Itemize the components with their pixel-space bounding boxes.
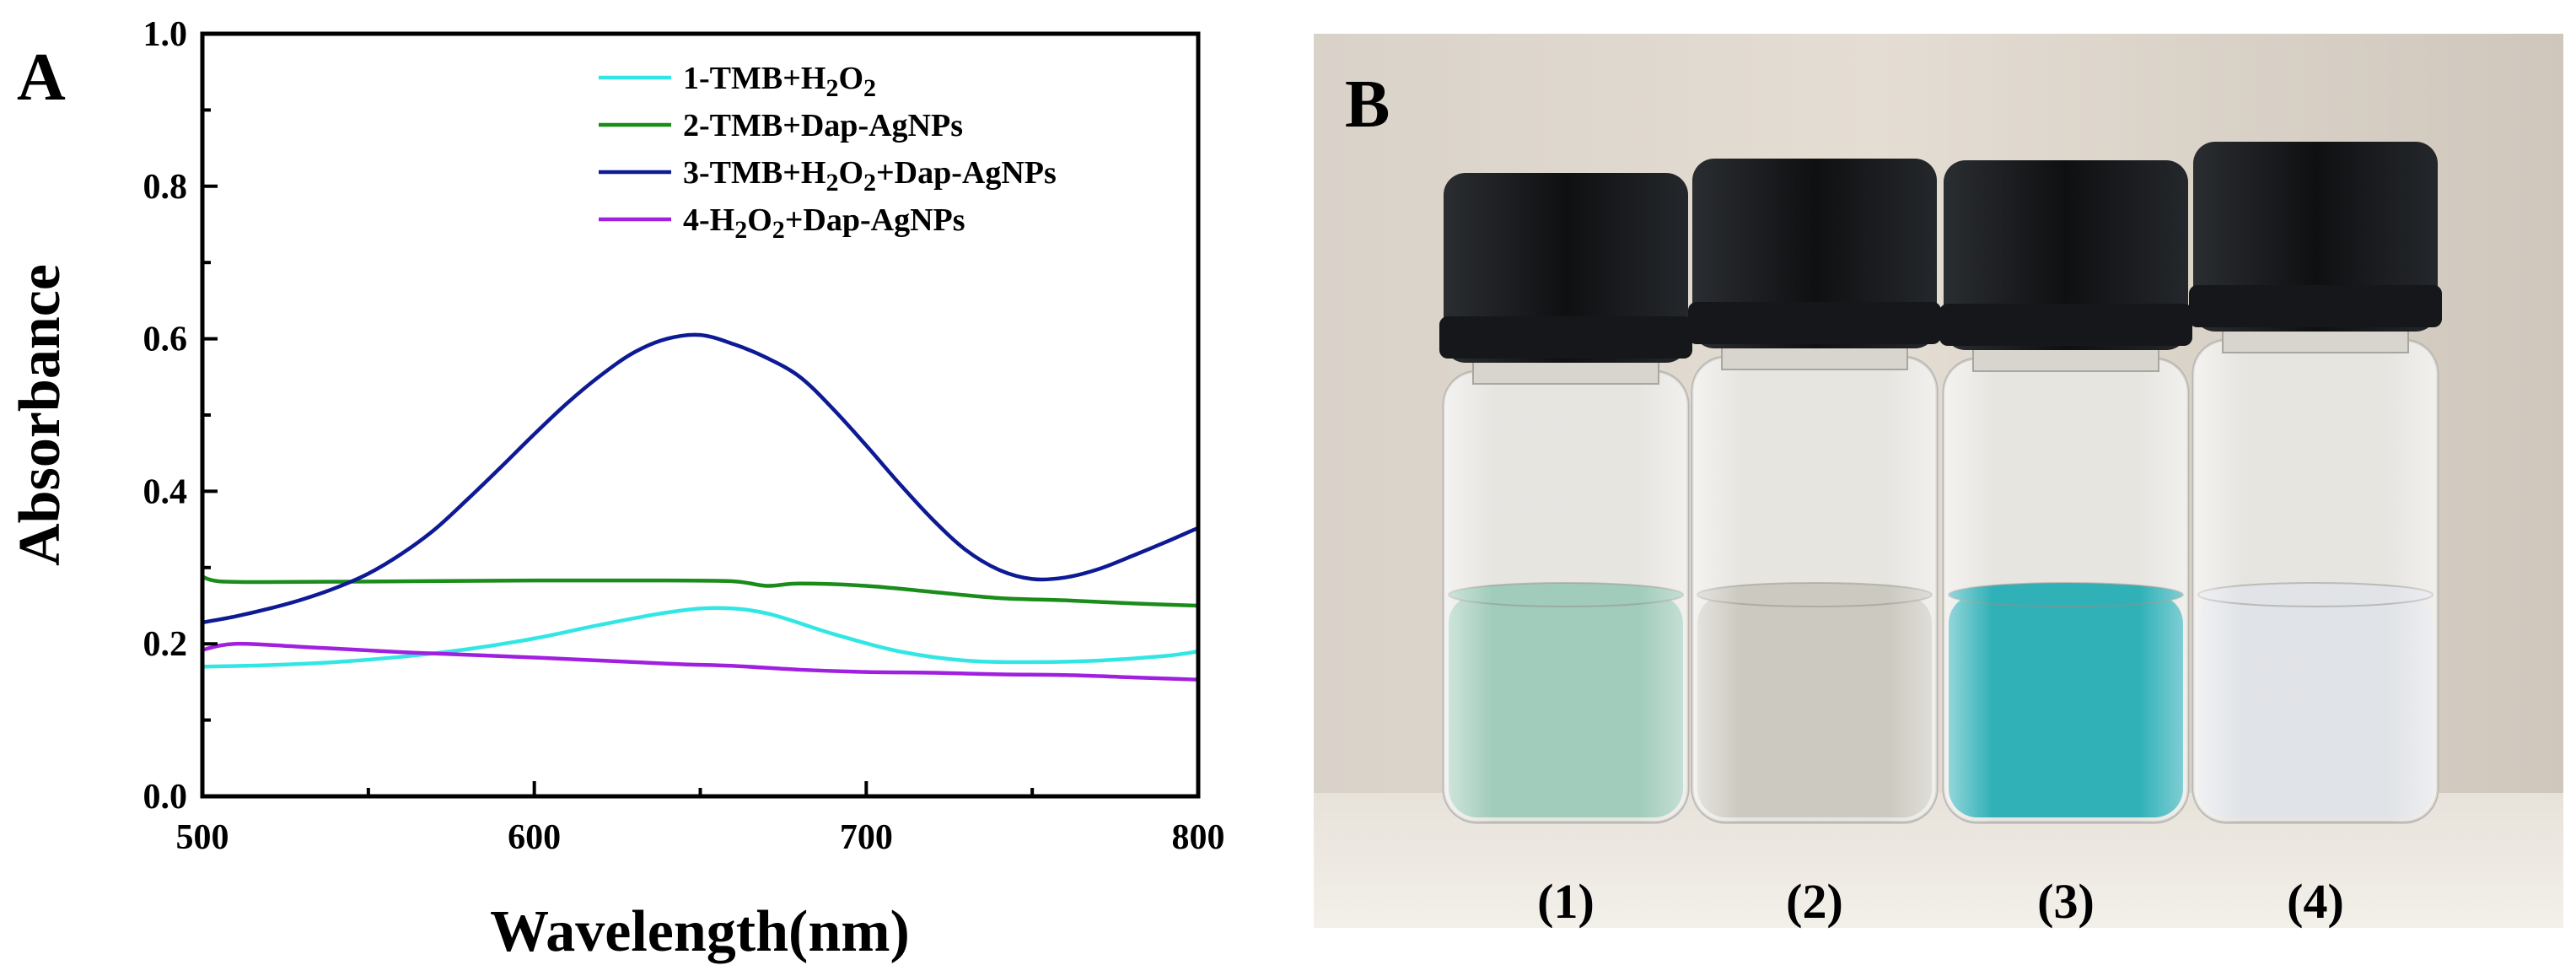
x-tick-label: 800	[1172, 818, 1225, 857]
series-line-3	[200, 332, 1201, 625]
y-tick-label: 1.0	[143, 15, 188, 54]
y-tick-label: 0.0	[143, 778, 188, 817]
vial-label-2: (2)	[1786, 874, 1843, 929]
vial-glass-highlight	[1444, 371, 1688, 822]
vial-2: (2)	[1688, 159, 1941, 929]
vial-glass-highlight	[2193, 340, 2438, 822]
vials-group: (1) (2) (3) (4)	[1439, 142, 2442, 929]
vial-glass-highlight	[1944, 359, 2188, 822]
x-tick-label: 700	[840, 818, 893, 857]
x-tick-label: 500	[176, 818, 229, 857]
vial-cap	[1444, 173, 1688, 363]
vial-cap-rim	[2189, 285, 2442, 327]
x-axis: 500 600 700 800	[176, 781, 1225, 857]
vial-1: (1)	[1439, 173, 1692, 929]
y-axis-title: Absorbance	[8, 264, 73, 566]
y-tick-label: 0.8	[143, 168, 188, 207]
panel-a-letter: A	[17, 40, 66, 115]
y-tick-label: 0.4	[143, 472, 188, 511]
legend: 1-TMB+H2O2 2-TMB+Dap-AgNPs 3-TMB+H2O2+Dap-…	[599, 61, 1057, 244]
vial-cap	[2193, 142, 2438, 332]
vial-cap	[1944, 160, 2188, 350]
series-line-4	[200, 641, 1201, 682]
plot-frame	[200, 31, 1201, 799]
x-tick-label: 600	[508, 818, 561, 857]
vial-label-3: (3)	[2037, 874, 2095, 929]
legend-label-4: 4-H2O2+Dap-AgNPs	[683, 202, 965, 244]
vial-cap-rim	[1439, 316, 1692, 359]
vial-cap	[1692, 159, 1937, 348]
vial-label-1: (1)	[1537, 874, 1595, 929]
legend-label-3: 3-TMB+H2O2+Dap-AgNPs	[683, 155, 1057, 197]
vial-cap-rim	[1939, 304, 2192, 346]
x-axis-title: Wavelength(nm)	[490, 899, 910, 964]
series-line-1	[200, 606, 1201, 669]
vial-3: (3)	[1939, 160, 2192, 929]
panel-b-letter: B	[1345, 67, 1390, 142]
legend-label-2: 2-TMB+Dap-AgNPs	[683, 108, 963, 143]
panel-a-chart: A 500 600 700 800 0.0 0.2 0.4 0.6 0.8 1.0 Wavele…	[8, 15, 1225, 964]
vial-label-4: (4)	[2287, 874, 2344, 929]
vial-cap-rim	[1688, 302, 1941, 344]
panel-b-photo: B (1) (2) (3) (4)	[1314, 34, 2563, 929]
series-layer	[200, 332, 1201, 682]
series-line-2	[200, 574, 1201, 608]
vial-glass-highlight	[1692, 357, 1937, 822]
y-axis: 0.0 0.2 0.4 0.6 0.8 1.0	[143, 15, 218, 817]
y-tick-label: 0.6	[143, 321, 188, 359]
vial-4: (4)	[2189, 142, 2442, 929]
legend-label-1: 1-TMB+H2O2	[683, 61, 876, 102]
y-tick-label: 0.2	[143, 625, 188, 664]
